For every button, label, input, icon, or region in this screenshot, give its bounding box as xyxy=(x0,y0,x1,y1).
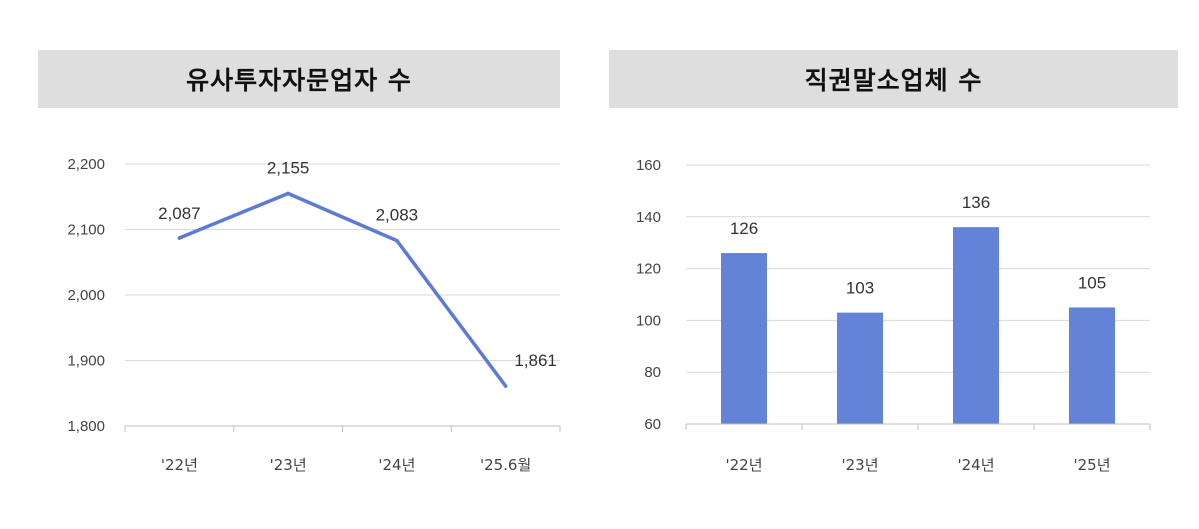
x-tick-label: '24년 xyxy=(378,456,415,474)
data-point xyxy=(395,238,399,243)
y-tick-label: 100 xyxy=(636,312,661,329)
data-label: 2,087 xyxy=(158,204,201,223)
bar-chart-title: 직권말소업체 수 xyxy=(609,50,1178,108)
data-label: 126 xyxy=(730,219,758,238)
data-label: 105 xyxy=(1078,273,1106,292)
x-tick-label: '25.6월 xyxy=(480,456,531,474)
data-label: 103 xyxy=(846,279,874,298)
x-tick-label: '24년 xyxy=(957,456,994,474)
data-label: 2,083 xyxy=(376,206,419,225)
y-tick-label: 1,900 xyxy=(67,353,105,370)
line-chart-title: 유사투자자문업자 수 xyxy=(38,50,560,108)
line-chart: 1,800 1,900 2,000 2,100 2,200 '22년 '23년 '24년 '25… xyxy=(67,156,561,474)
x-tick-label: '23년 xyxy=(270,456,307,474)
data-point xyxy=(503,384,508,388)
series-line xyxy=(177,191,508,388)
data-label: 136 xyxy=(962,193,990,212)
x-tick-label: '25년 xyxy=(1073,456,1110,474)
y-tick-label: 1,800 xyxy=(67,418,105,435)
y-tick-label: 60 xyxy=(644,416,661,433)
data-point xyxy=(286,191,290,196)
y-tick-label: 2,100 xyxy=(67,222,105,239)
data-point xyxy=(177,236,182,240)
bar xyxy=(953,227,999,424)
data-label: 2,155 xyxy=(267,158,310,177)
x-tick-label: '22년 xyxy=(725,456,762,474)
y-tick-label: 140 xyxy=(636,209,661,226)
y-tick-label: 2,200 xyxy=(67,156,105,173)
bar xyxy=(1069,307,1115,424)
y-tick-label: 80 xyxy=(644,364,661,381)
y-tick-label: 120 xyxy=(636,261,661,278)
x-tick-label: '23년 xyxy=(841,456,878,474)
x-tick-label: '22년 xyxy=(161,456,198,474)
y-tick-label: 2,000 xyxy=(67,287,105,304)
bar xyxy=(837,312,883,424)
bar xyxy=(721,253,767,424)
y-tick-label: 160 xyxy=(636,157,661,174)
data-label: 1,861 xyxy=(514,351,557,370)
